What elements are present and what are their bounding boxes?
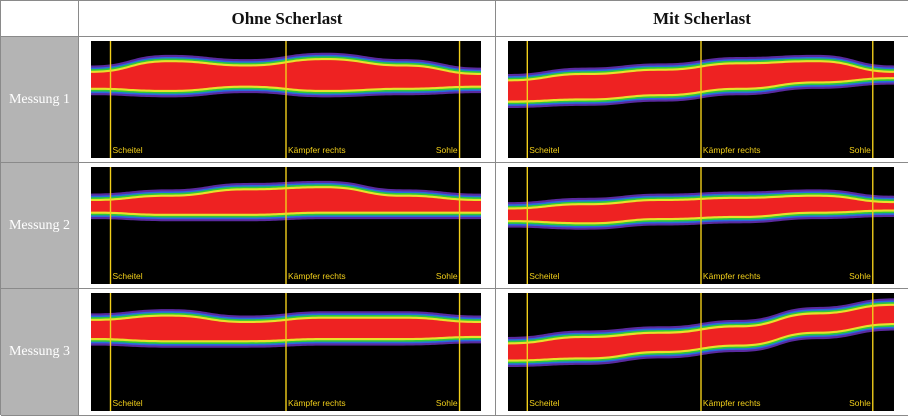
scan-plot: Scheitel Kämpfer rechts Sohle (91, 293, 481, 411)
scan-plot: Scheitel Kämpfer rechts Sohle (508, 293, 894, 411)
scan-band-graphic (508, 41, 894, 158)
row-label-3: Messung 3 (1, 289, 79, 416)
row-label-2: Messung 2 (1, 163, 79, 289)
row-label-1: Messung 1 (1, 37, 79, 163)
scan-band-graphic (508, 293, 894, 411)
marker-label-sohle: Sohle (435, 271, 458, 281)
scan-plot: Scheitel Kämpfer rechts Sohle (508, 41, 894, 158)
scan-plot: Scheitel Kämpfer rechts Sohle (91, 41, 481, 158)
marker-label-scheitel: Scheitel (112, 145, 143, 155)
scan-plot: Scheitel Kämpfer rechts Sohle (508, 167, 894, 284)
marker-label-scheitel: Scheitel (529, 145, 560, 155)
plot-cell: Scheitel Kämpfer rechts Sohle (79, 163, 496, 289)
marker-label-kaempfer: Kämpfer rechts (287, 145, 346, 155)
marker-label-sohle: Sohle (849, 271, 871, 281)
scan-band-graphic (91, 293, 481, 411)
marker-label-scheitel: Scheitel (529, 398, 560, 408)
corner-cell (1, 1, 79, 37)
scan-band-graphic (91, 167, 481, 284)
marker-label-kaempfer: Kämpfer rechts (702, 145, 761, 155)
marker-label-scheitel: Scheitel (529, 271, 560, 281)
plot-cell: Scheitel Kämpfer rechts Sohle (496, 163, 908, 289)
marker-label-sohle: Sohle (435, 145, 458, 155)
scan-band-graphic (508, 167, 894, 284)
marker-label-kaempfer: Kämpfer rechts (287, 398, 346, 408)
marker-label-kaempfer: Kämpfer rechts (702, 398, 761, 408)
column-header-ohne: Ohne Scherlast (79, 1, 496, 37)
marker-label-kaempfer: Kämpfer rechts (287, 271, 346, 281)
marker-label-sohle: Sohle (849, 145, 871, 155)
marker-label-sohle: Sohle (435, 398, 458, 408)
column-header-mit: Mit Scherlast (496, 1, 908, 37)
plot-cell: Scheitel Kämpfer rechts Sohle (496, 37, 908, 163)
plot-cell: Scheitel Kämpfer rechts Sohle (496, 289, 908, 416)
marker-label-scheitel: Scheitel (112, 398, 143, 408)
plot-cell: Scheitel Kämpfer rechts Sohle (79, 37, 496, 163)
scan-plot: Scheitel Kämpfer rechts Sohle (91, 167, 481, 284)
marker-label-scheitel: Scheitel (112, 271, 143, 281)
plot-cell: Scheitel Kämpfer rechts Sohle (79, 289, 496, 416)
scan-band-graphic (91, 41, 481, 158)
marker-label-sohle: Sohle (849, 398, 871, 408)
marker-label-kaempfer: Kämpfer rechts (702, 271, 761, 281)
